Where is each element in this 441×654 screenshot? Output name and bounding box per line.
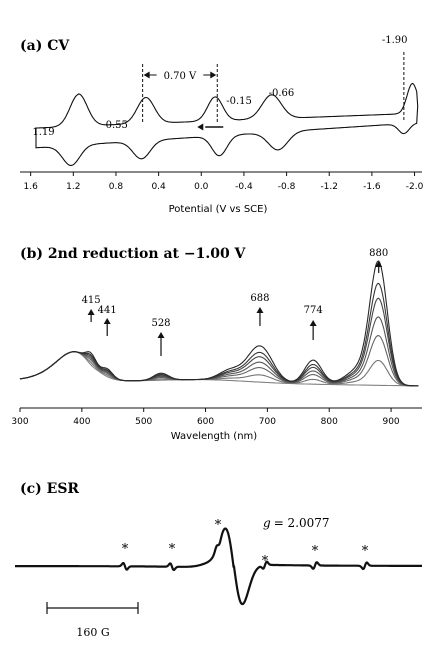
spectra-x-tick-label: 300 <box>11 417 28 427</box>
cv-x-axis-label: Potential (V vs SCE) <box>169 204 268 215</box>
cv-peak-label: -0.15 <box>226 96 252 107</box>
hyperfine-marker: * <box>362 544 369 559</box>
cv-x-tick-label: -1.2 <box>320 182 338 192</box>
band-label: 415 <box>82 295 101 306</box>
hyperfine-marker: * <box>312 544 319 559</box>
cv-peak-label: 0.55 <box>106 120 128 131</box>
esr-g-value: = 2.0077 <box>274 516 330 530</box>
hyperfine-marker: * <box>215 518 222 533</box>
band-arrowhead <box>309 320 317 326</box>
cv-curve <box>35 82 419 166</box>
esr-panel: (c) ESR * * * * * * g = 2.0077 160 G <box>15 481 422 639</box>
cv-separation-arrowhead <box>210 71 217 79</box>
spectra-x-tick-label: 400 <box>73 417 90 427</box>
spectra-title: (b) 2nd reduction at −1.00 V <box>20 246 247 262</box>
band-arrowhead <box>375 261 383 267</box>
spectra-panel: (b) 2nd reduction at −1.00 V 300 400 500 60… <box>11 246 422 442</box>
band-label: 774 <box>304 305 323 316</box>
cv-peak-label: 1.19 <box>32 127 54 138</box>
spectrum-line <box>19 316 419 387</box>
hyperfine-marker: * <box>262 554 269 569</box>
spectrum-line <box>19 260 419 387</box>
cv-annotations: 0.70 V 1.19 0.55 -0.15 -0.66 -1.90 <box>32 35 407 138</box>
esr-scale-bar: 160 G <box>46 602 139 639</box>
esr-curve <box>15 527 422 606</box>
esr-g-factor: g = 2.0077 <box>263 516 330 530</box>
spectrum-line <box>19 335 419 387</box>
band-arrowhead <box>157 332 165 338</box>
hyperfine-marker: * <box>169 542 176 557</box>
band-label: 880 <box>369 248 388 259</box>
cv-peak-label: -1.90 <box>382 35 408 46</box>
spectra-x-tick-label: 800 <box>321 417 338 427</box>
esr-annotations: * * * * * * <box>122 518 369 569</box>
spectrum-line <box>19 351 419 387</box>
spectra-ticks: 300 400 500 600 700 800 900 <box>11 408 400 427</box>
spectra-x-tick-label: 900 <box>382 417 399 427</box>
cv-x-tick-label: 0.0 <box>194 182 209 192</box>
spectra-x-tick-label: 600 <box>197 417 214 427</box>
hyperfine-marker: * <box>122 542 129 557</box>
cv-x-tick-label: 1.2 <box>66 182 80 192</box>
cv-x-tick-label: -2.0 <box>406 182 424 192</box>
spectra-series <box>19 260 419 387</box>
cv-separation-label: 0.70 V <box>164 71 197 82</box>
cv-scan-arrowhead <box>197 123 204 131</box>
cv-x-tick-label: 0.4 <box>151 182 166 192</box>
cv-separation-arrowhead <box>143 71 150 79</box>
spectra-x-tick-label: 700 <box>259 417 276 427</box>
cv-panel: (a) CV 1.6 1.2 0.8 0.4 0.0 -0.4 -0.8 -1.2 -1.6 -2… <box>20 35 424 215</box>
esr-title: (c) ESR <box>20 481 79 497</box>
spectrum-line <box>19 351 419 387</box>
cv-x-tick-label: -1.6 <box>363 182 381 192</box>
band-arrowhead <box>103 318 111 324</box>
cv-ticks: 1.6 1.2 0.8 0.4 0.0 -0.4 -0.8 -1.2 -1.6 -2.0 <box>23 172 424 192</box>
spectra-x-tick-label: 500 <box>135 417 152 427</box>
cv-x-tick-label: 0.8 <box>109 182 124 192</box>
band-arrowhead <box>87 309 95 315</box>
cv-peak-label: -0.66 <box>269 88 295 99</box>
band-arrowhead <box>256 307 264 313</box>
band-label: 441 <box>98 305 117 316</box>
cv-x-tick-label: -0.8 <box>278 182 296 192</box>
spectra-x-axis-label: Wavelength (nm) <box>171 431 257 442</box>
spectrum-line <box>19 297 419 387</box>
esr-g-symbol: g <box>263 516 271 530</box>
scale-bar-label: 160 G <box>76 626 109 639</box>
band-label: 528 <box>151 318 170 329</box>
cv-x-tick-label: 1.6 <box>23 182 38 192</box>
band-label: 688 <box>250 293 269 304</box>
spectrum-line <box>19 282 419 387</box>
cv-title: (a) CV <box>20 38 70 54</box>
cv-x-tick-label: -0.4 <box>235 182 253 192</box>
